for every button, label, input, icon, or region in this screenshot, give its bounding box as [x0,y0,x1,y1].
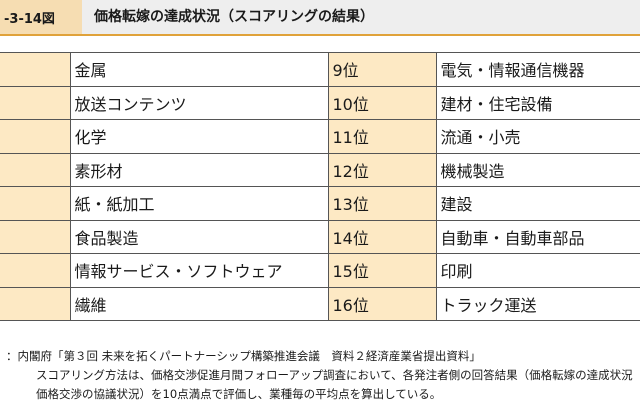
right-rank-cell: 16位 [327,286,437,321]
left-industry-cell: 繊維 [69,286,329,321]
right-rank-cell: 12位 [327,152,437,187]
right-rank-cell: 14位 [327,219,437,254]
left-rank-cell [0,119,71,154]
right-rank-cell: 9位 [327,52,437,87]
table-row: 素形材 12位 機械製造 [0,152,640,187]
right-industry-cell: 建材・住宅設備 [435,85,640,120]
table-row: 繊維 16位 トラック運送 [0,286,640,321]
right-rank-cell: 13位 [327,186,437,221]
left-rank-cell [0,253,71,288]
right-industry-cell: 印刷 [435,253,640,288]
left-rank-cell [0,186,71,221]
left-industry-cell: 放送コンテンツ [69,85,329,120]
figure-notes: ：内閣府「第３回 未来を拓くパートナーシップ構築推進会議 資料２経済産業省提出資… [0,347,640,404]
right-rank-cell: 10位 [327,85,437,120]
table-row: 紙・紙加工 13位 建設 [0,186,640,221]
figure-number: -3-14図 [0,0,82,34]
table-row: 食品製造 14位 自動車・自動車部品 [0,219,640,254]
right-rank-cell: 15位 [327,253,437,288]
method-note-line2: 価格交渉の協議状況）を10点満点で評価し、業種毎の平均点を算出している。 [36,387,442,401]
table-row: 金属 9位 電気・情報通信機器 [0,52,640,87]
left-rank-cell [0,52,71,87]
ranking-table: 金属 9位 電気・情報通信機器 放送コンテンツ 10位 建材・住宅設備 化学 1… [0,52,640,321]
method-note-line1: スコアリング方法は、価格交渉促進月間フォローアップ調査において、各発注者側の回答… [36,368,633,382]
table-row: 化学 11位 流通・小売 [0,119,640,154]
right-industry-cell: トラック運送 [435,286,640,321]
left-industry-cell: 化学 [69,119,329,154]
left-industry-cell: 金属 [69,52,329,87]
left-industry-cell: 素形材 [69,152,329,187]
table-row: 情報サービス・ソフトウェア 15位 印刷 [0,253,640,288]
figure-header: -3-14図 価格転嫁の達成状況（スコアリングの結果） [0,0,640,36]
left-industry-cell: 情報サービス・ソフトウェア [69,253,329,288]
left-rank-cell [0,286,71,321]
table-row: 放送コンテンツ 10位 建材・住宅設備 [0,85,640,120]
right-industry-cell: 流通・小売 [435,119,640,154]
left-industry-cell: 食品製造 [69,219,329,254]
left-rank-cell [0,85,71,120]
right-industry-cell: 電気・情報通信機器 [435,52,640,87]
left-industry-cell: 紙・紙加工 [69,186,329,221]
figure-title: 価格転嫁の達成状況（スコアリングの結果） [94,9,374,25]
right-industry-cell: 建設 [435,186,640,221]
left-rank-cell [0,219,71,254]
right-rank-cell: 11位 [327,119,437,154]
source-note: ：内閣府「第３回 未来を拓くパートナーシップ構築推進会議 資料２経済産業省提出資… [6,349,481,363]
left-rank-cell [0,152,71,187]
right-industry-cell: 自動車・自動車部品 [435,219,640,254]
right-industry-cell: 機械製造 [435,152,640,187]
